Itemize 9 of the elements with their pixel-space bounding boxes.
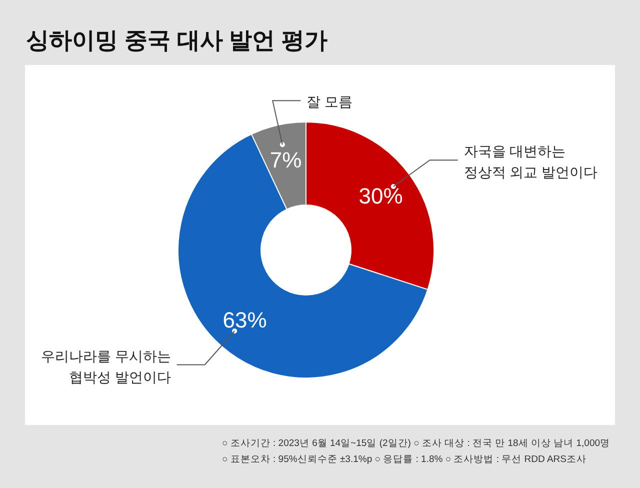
data-label: 7% xyxy=(270,148,302,173)
slice-label: 우리나라를 무시하는 협박성 발언이다 xyxy=(40,348,171,385)
data-label: 63% xyxy=(222,307,267,332)
chart-title: 싱하이밍 중국 대사 발언 평가 xyxy=(26,27,328,53)
text: ○ 표본오차 : 95%신뢰수준 ±3.1%p ○ 응답률 : 1.8% ○ 조사방법 : 무선 RDD ARS조사 xyxy=(222,454,586,465)
text: ○ 조사기간 : 2023년 6월 14일~15일 (2일간) ○ 조사 대상 : 전국 만 18세 이상 남녀 1,000명 xyxy=(222,438,610,449)
slice-label: 자국을 대변하는 정상적 외교 발언이다 xyxy=(464,143,598,180)
slice-label: 잘 모름 xyxy=(306,94,353,110)
data-label: 30% xyxy=(358,184,403,209)
